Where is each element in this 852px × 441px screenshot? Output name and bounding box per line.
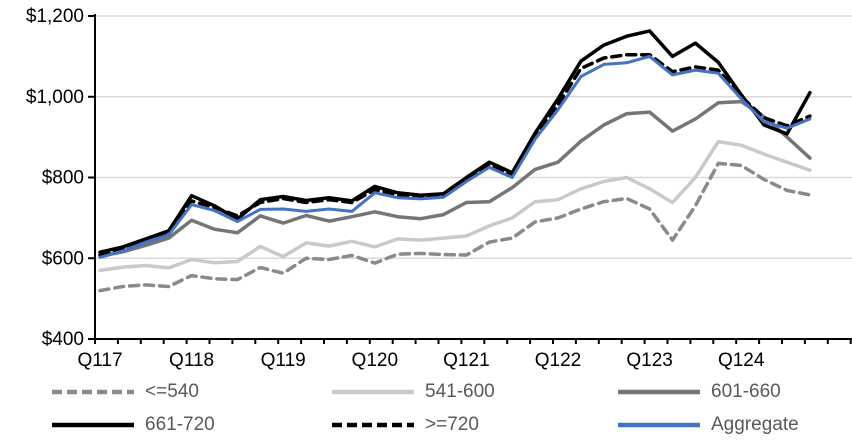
svg-text:$600: $600 [42, 248, 84, 269]
legend-label: Aggregate [711, 413, 799, 435]
legend-item-ge720: >=720 [330, 411, 616, 439]
svg-text:$1,000: $1,000 [26, 87, 84, 108]
svg-text:Q117: Q117 [77, 350, 122, 371]
svg-text:Q120: Q120 [352, 350, 398, 371]
plot-area: $400 $600 $800 $1,000 $1,200 Q117 Q118 Q119 Q120… [26, 6, 852, 371]
line-chart: $400 $600 $800 $1,000 $1,200 Q117 Q118 Q119 Q120… [26, 6, 852, 371]
legend: <=540 541-600 601-660 661-720 >=720 Aggr… [0, 376, 852, 441]
legend-swatch-601-660 [618, 389, 700, 395]
legend-label: 661-720 [145, 413, 215, 435]
legend-swatch-aggregate [618, 422, 700, 427]
legend-label: 601-660 [711, 381, 781, 402]
legend-item-aggregate: Aggregate [616, 411, 852, 439]
svg-text:$400: $400 [42, 329, 84, 350]
svg-text:Q119: Q119 [261, 350, 306, 371]
svg-text:$800: $800 [42, 168, 84, 189]
legend-label: >=720 [425, 413, 479, 435]
legend-swatch-541-600 [332, 389, 414, 395]
svg-text:Q124: Q124 [718, 350, 765, 371]
legend-swatch-le540 [52, 389, 134, 395]
svg-text:Q121: Q121 [443, 350, 489, 371]
svg-text:Q118: Q118 [169, 350, 214, 371]
svg-text:Q122: Q122 [535, 350, 581, 371]
legend-item-661-720: 661-720 [50, 411, 330, 439]
legend-item-le540: <=540 [50, 378, 330, 406]
svg-text:$1,200: $1,200 [26, 6, 84, 27]
legend-label: <=540 [145, 381, 199, 402]
legend-label: 541-600 [425, 381, 495, 402]
legend-item-541-600: 541-600 [330, 378, 616, 406]
legend-item-601-660: 601-660 [616, 378, 852, 406]
svg-text:Q123: Q123 [626, 350, 672, 371]
legend-swatch-ge720 [332, 422, 414, 427]
legend-swatch-661-720 [52, 422, 134, 427]
